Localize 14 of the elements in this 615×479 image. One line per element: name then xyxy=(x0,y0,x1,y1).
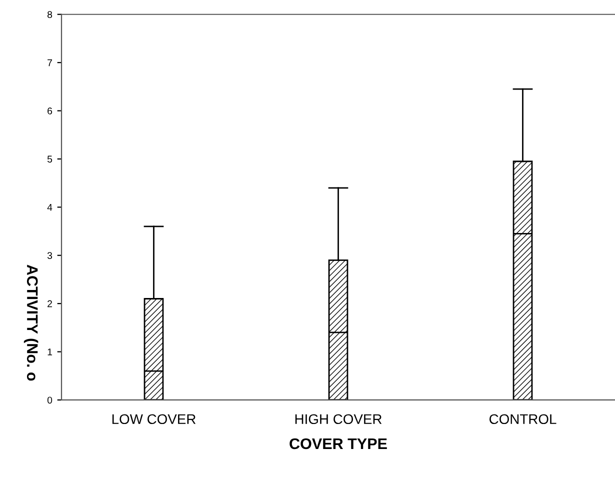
y-tick-label: 4 xyxy=(47,204,52,211)
x-tick-label: HIGH COVER xyxy=(295,414,382,424)
y-tick-label: 7 xyxy=(48,59,52,66)
y-tick-label: 8 xyxy=(47,11,52,18)
y-tick-label: 0 xyxy=(47,396,52,404)
y-axis-title: ACTIVITY (No. o xyxy=(24,264,38,381)
x-tick-label: CONTROL xyxy=(490,414,556,424)
y-tick-label: 5 xyxy=(47,156,52,163)
y-tick-label: 3 xyxy=(47,252,52,259)
x-tick-label: LOW COVER xyxy=(112,414,196,424)
y-tick-label: 1 xyxy=(48,348,52,356)
x-axis-title: COVER TYPE xyxy=(290,438,387,450)
y-tick-label: 2 xyxy=(48,300,52,308)
y-tick-label: 6 xyxy=(48,108,52,114)
